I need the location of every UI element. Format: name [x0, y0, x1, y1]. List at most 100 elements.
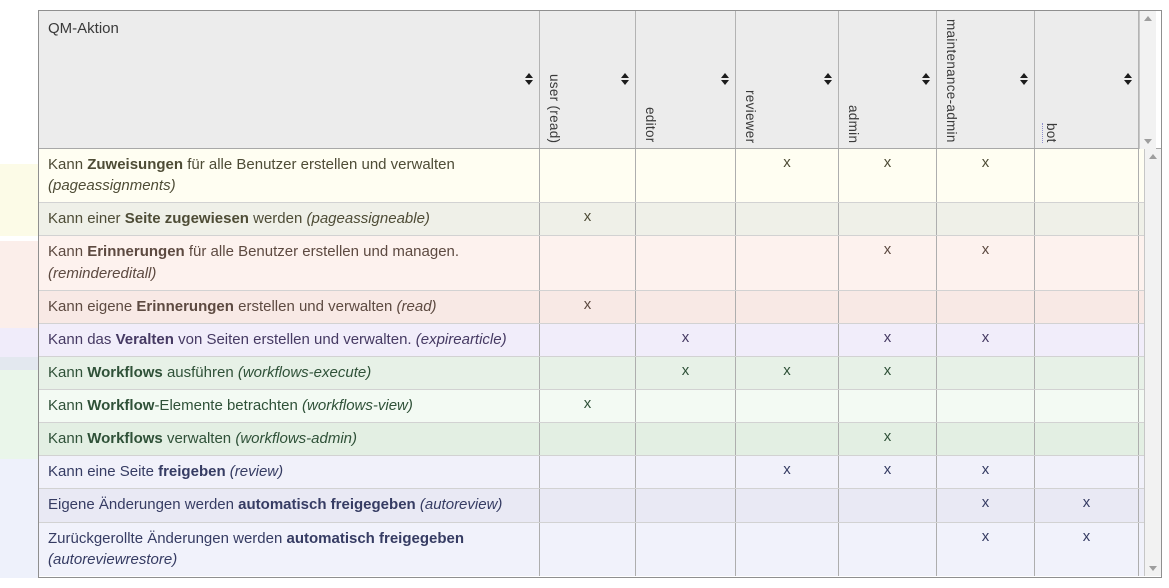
- permission-code: (workflows-view): [302, 397, 413, 415]
- permission-cell-editor: x: [636, 357, 736, 390]
- permission-code: (autoreviewrestore): [48, 550, 178, 568]
- scroll-up-icon[interactable]: [1140, 11, 1156, 26]
- permission-cell-bot: [1035, 323, 1139, 357]
- permission-cell-bot: [1035, 390, 1139, 423]
- action-cell: Kann Erinnerungen für alle Benutzer erst…: [39, 236, 540, 290]
- table-row: Kann eigene Erinnerungen erstellen und v…: [39, 290, 1144, 324]
- permission-cell-reviewer: x: [736, 456, 839, 489]
- column-header-label: reviewer: [743, 89, 758, 143]
- column-header-label: QM-Aktion: [48, 20, 119, 37]
- permission-cell-bot: [1035, 149, 1139, 203]
- permission-cell-admin: [839, 522, 937, 576]
- permission-cell-admin: [839, 390, 937, 423]
- permission-cell-user: [540, 149, 636, 203]
- permission-cell-maintenance-admin: [937, 423, 1035, 456]
- permission-cell-admin: x: [839, 357, 937, 390]
- permission-code: (review): [229, 463, 284, 481]
- scroll-down-icon[interactable]: [1145, 561, 1161, 576]
- permission-cell-editor: [636, 290, 736, 323]
- permission-cell-user: x: [540, 290, 636, 323]
- permission-cell-editor: [636, 522, 736, 576]
- permission-cell-editor: [636, 489, 736, 522]
- table-row: Kann das Veralten von Seiten erstellen u…: [39, 323, 1144, 358]
- permission-cell-reviewer: x: [736, 149, 839, 203]
- permission-code: (workflows-execute): [237, 364, 372, 382]
- table-row: Kann Zuweisungen für alle Benutzer erste…: [39, 149, 1144, 204]
- permission-cell-maintenance-admin: [937, 390, 1035, 423]
- permission-cell-reviewer: [736, 390, 839, 423]
- permission-cell-admin: x: [839, 456, 937, 489]
- permission-cell-maintenance-admin: [937, 203, 1035, 236]
- column-header-editor[interactable]: editor: [636, 11, 736, 148]
- action-cell: Eigene Änderungen werden automatisch fre…: [39, 489, 540, 522]
- permission-cell-maintenance-admin: x: [937, 236, 1035, 290]
- permission-code: (expirearticle): [415, 330, 507, 348]
- action-cell: Kann eigene Erinnerungen erstellen und v…: [39, 290, 540, 323]
- row-group-strip: [0, 357, 38, 370]
- permission-cell-maintenance-admin: [937, 290, 1035, 323]
- permission-cell-reviewer: [736, 489, 839, 522]
- column-header-bot[interactable]: bot: [1035, 11, 1139, 148]
- permission-code: (pageassignments): [48, 177, 176, 195]
- permission-cell-reviewer: [736, 522, 839, 576]
- column-header-maintenance-admin[interactable]: maintenance-admin: [937, 11, 1035, 148]
- permission-cell-reviewer: [736, 323, 839, 357]
- table-row: Kann Workflow-Elemente betrachten (workf…: [39, 390, 1144, 424]
- sort-icon: [922, 73, 930, 85]
- column-header-admin[interactable]: admin: [839, 11, 937, 148]
- permission-cell-admin: x: [839, 236, 937, 290]
- permission-cell-maintenance-admin: x: [937, 456, 1035, 489]
- permission-cell-editor: [636, 203, 736, 236]
- scroll-down-icon[interactable]: [1140, 134, 1156, 149]
- table-row: Eigene Änderungen werden automatisch fre…: [39, 489, 1144, 523]
- table-row: Kann Erinnerungen für alle Benutzer erst…: [39, 236, 1144, 291]
- row-group-strip: [0, 370, 38, 459]
- permission-cell-user: [540, 522, 636, 576]
- permission-cell-bot: [1035, 357, 1139, 390]
- sort-icon: [525, 73, 533, 85]
- header-row: QM-Aktion user (read) editor reviewer admin…: [39, 11, 1139, 148]
- permission-cell-user: [540, 236, 636, 290]
- permission-cell-admin: [839, 290, 937, 323]
- sort-icon: [1020, 73, 1028, 85]
- row-group-strip: [0, 328, 38, 357]
- permission-code: (workflows-admin): [235, 430, 358, 448]
- permission-cell-editor: [636, 390, 736, 423]
- row-group-strip: [0, 236, 38, 241]
- permission-cell-maintenance-admin: [937, 357, 1035, 390]
- permission-cell-admin: x: [839, 423, 937, 456]
- column-header-label: admin: [846, 104, 861, 143]
- row-group-strip: [0, 459, 38, 578]
- column-header-label: user (read): [547, 73, 562, 143]
- permission-cell-user: [540, 357, 636, 390]
- permission-cell-maintenance-admin: x: [937, 522, 1035, 576]
- table-header-pane: QM-Aktion user (read) editor reviewer admin…: [39, 11, 1161, 149]
- permission-cell-reviewer: [736, 423, 839, 456]
- header-scrollbar[interactable]: [1139, 11, 1156, 149]
- table-row: Kann eine Seite freigeben (review) x x x: [39, 456, 1144, 490]
- action-cell: Kann das Veralten von Seiten erstellen u…: [39, 323, 540, 357]
- column-header-label: maintenance-admin: [944, 19, 959, 143]
- body-scrollbar[interactable]: [1144, 149, 1161, 576]
- sort-icon: [721, 73, 729, 85]
- permission-cell-admin: [839, 203, 937, 236]
- permission-cell-reviewer: [736, 236, 839, 290]
- permission-cell-editor: [636, 149, 736, 203]
- permission-cell-bot: [1035, 236, 1139, 290]
- permissions-matrix-table: QM-Aktion user (read) editor reviewer admin…: [38, 10, 1162, 578]
- column-header-reviewer[interactable]: reviewer: [736, 11, 839, 148]
- sort-icon: [621, 73, 629, 85]
- column-header-user[interactable]: user (read): [540, 11, 636, 148]
- table-row: Zurückgerollte Änderungen werden automat…: [39, 522, 1144, 576]
- action-cell: Kann Zuweisungen für alle Benutzer erste…: [39, 149, 540, 203]
- permission-cell-reviewer: [736, 290, 839, 323]
- permission-cell-user: x: [540, 203, 636, 236]
- sort-icon: [1124, 73, 1132, 85]
- column-header-qm-aktion[interactable]: QM-Aktion: [39, 11, 540, 148]
- permission-cell-admin: [839, 489, 937, 522]
- permission-cell-editor: [636, 236, 736, 290]
- table-row: Kann Workflows verwalten (workflows-admi…: [39, 423, 1144, 457]
- column-header-label: editor: [643, 107, 658, 143]
- column-header-label: bot: [1042, 123, 1059, 143]
- scroll-up-icon[interactable]: [1145, 149, 1161, 164]
